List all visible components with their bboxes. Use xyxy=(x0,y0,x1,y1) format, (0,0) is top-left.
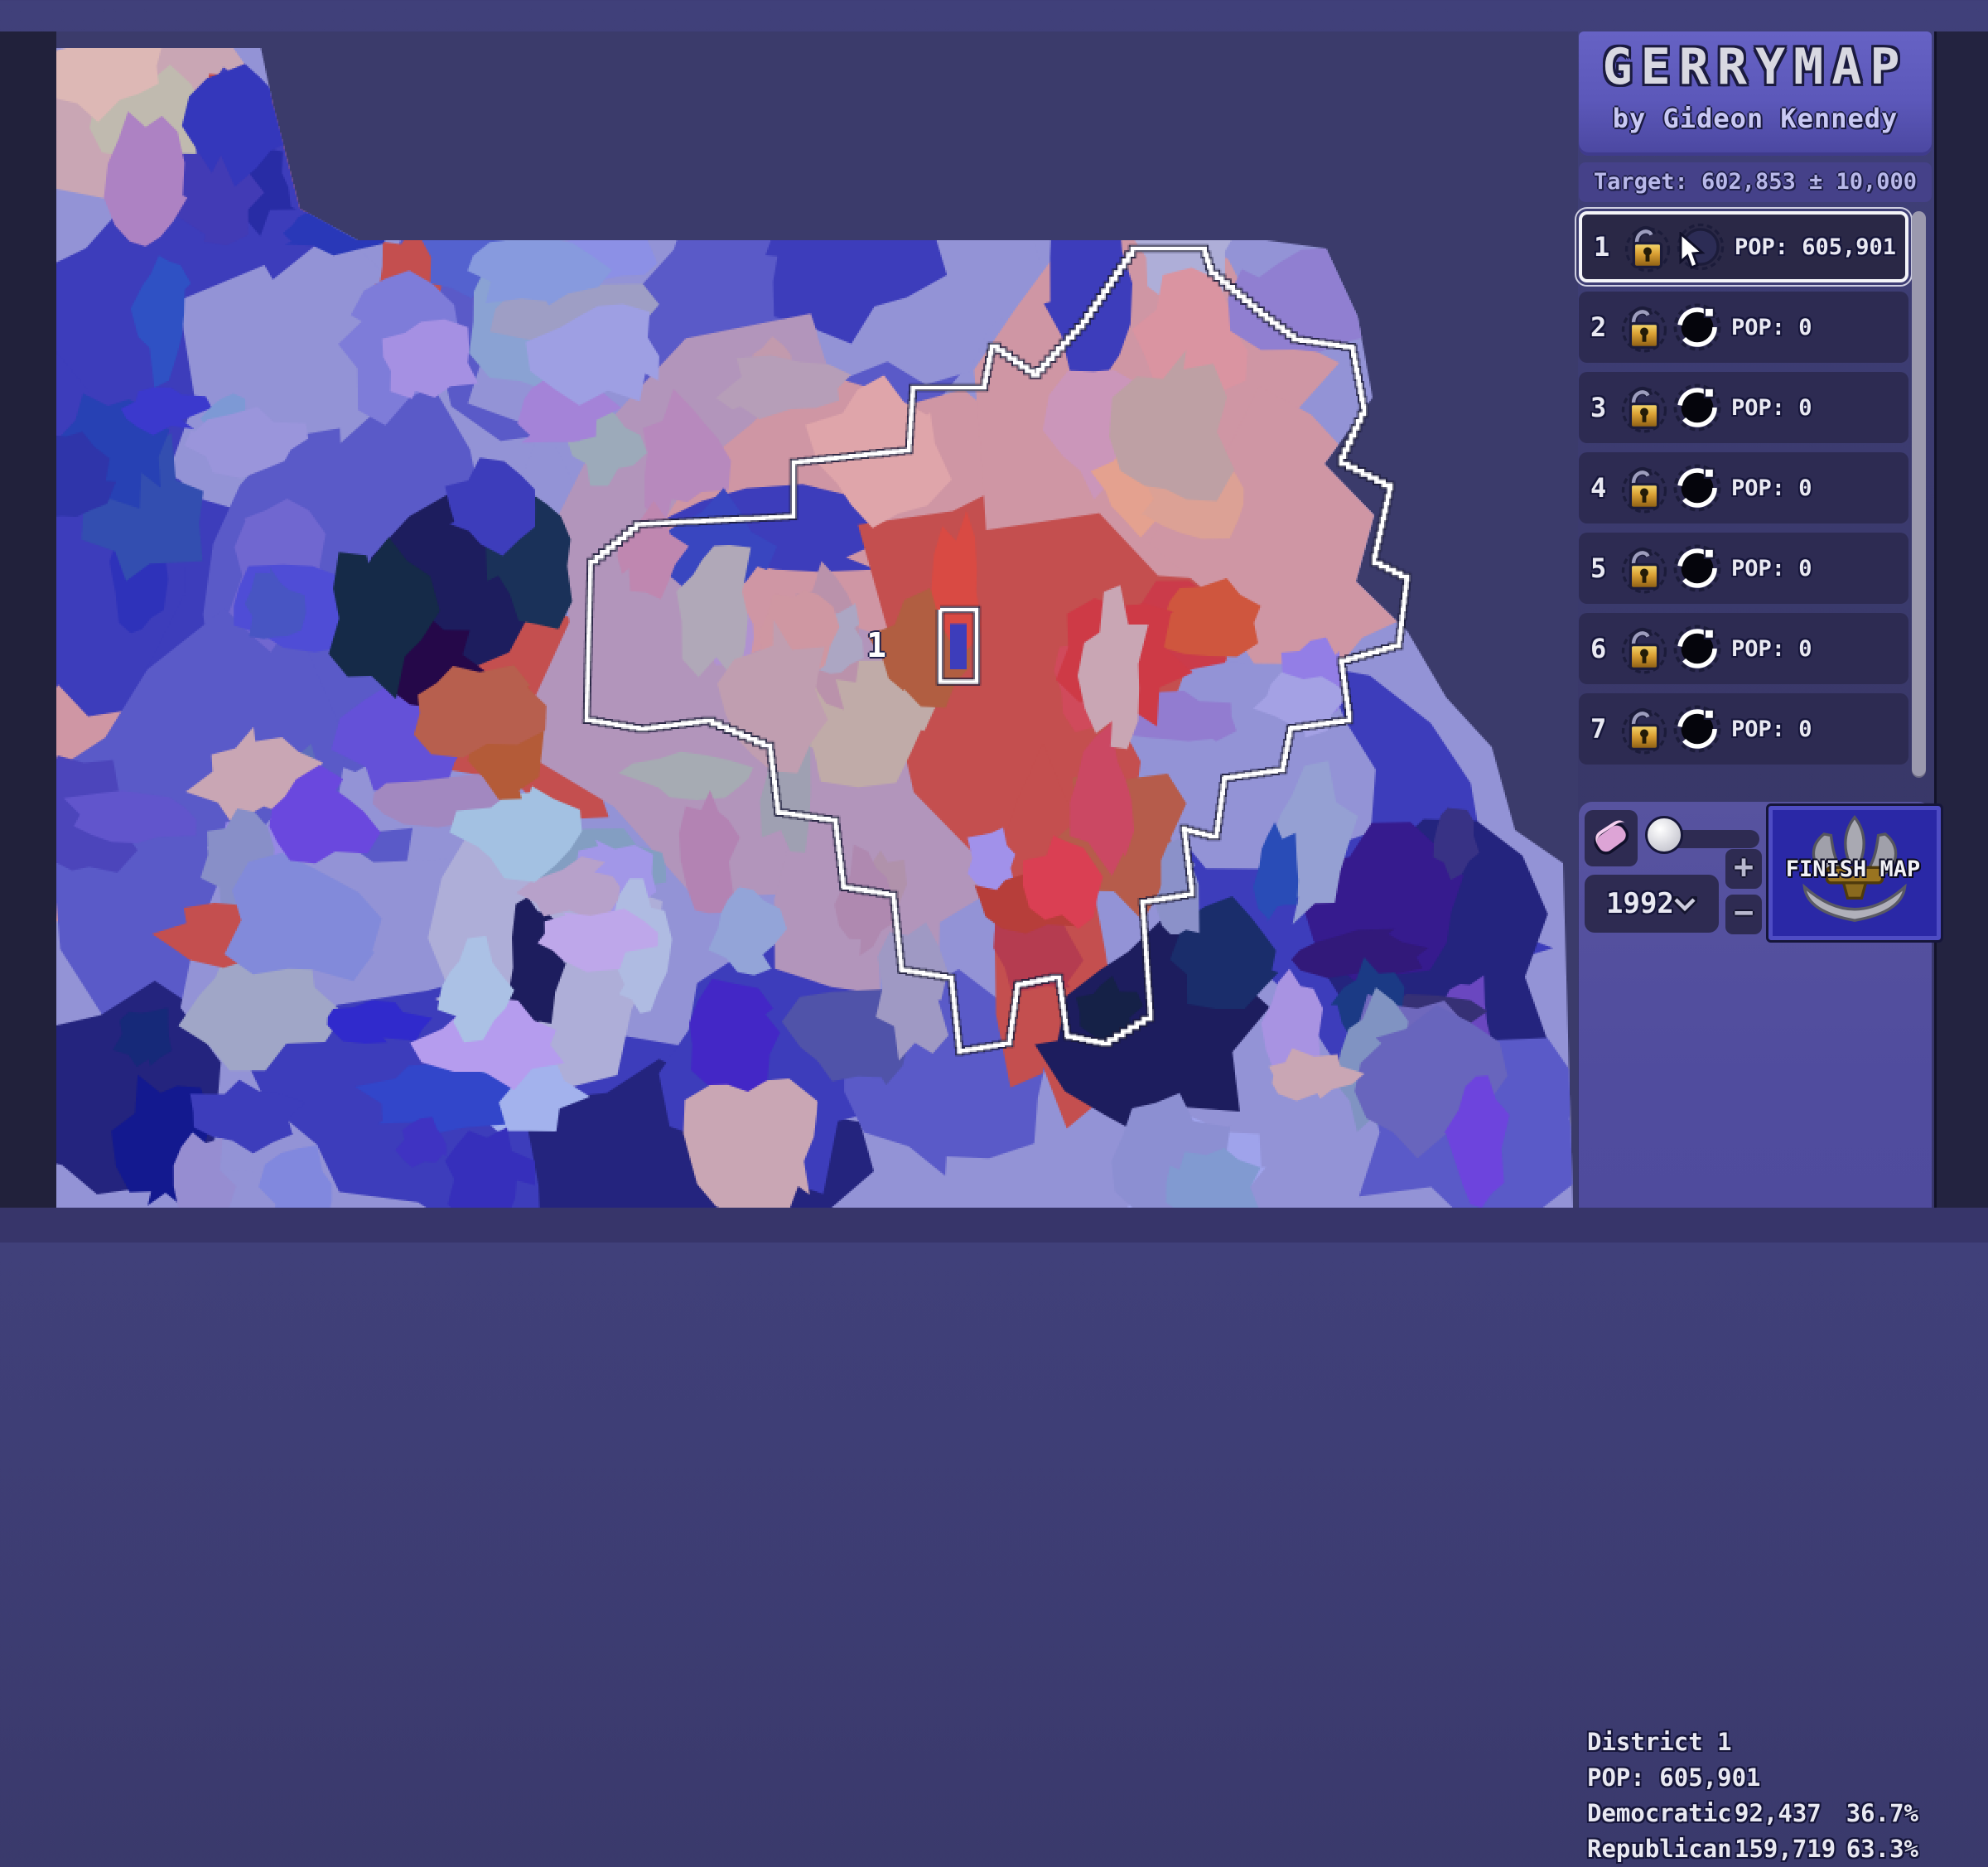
lock-open-icon[interactable] xyxy=(1619,462,1670,514)
district-list-scrollbar[interactable] xyxy=(1912,211,1926,776)
lock-open-icon[interactable] xyxy=(1619,623,1670,674)
mouse-cursor-icon xyxy=(1679,232,1706,270)
district-number: 1 xyxy=(1594,231,1610,263)
district-pop-label: POP: 0 xyxy=(1731,394,1812,421)
pie-chart-icon xyxy=(1673,303,1721,351)
year-select[interactable]: 1992 xyxy=(1585,875,1719,933)
app-title: GERRYMAP xyxy=(1602,38,1908,96)
party-votes: 92,437 xyxy=(1735,1799,1822,1827)
eraser-icon xyxy=(1594,820,1629,855)
info-democratic-row: Democratic 92,437 36.7% xyxy=(1587,1796,1927,1831)
district-pop-label: POP: 0 xyxy=(1731,635,1812,662)
opacity-slider[interactable] xyxy=(1643,812,1768,865)
chevron-down-icon xyxy=(1672,896,1697,914)
district-number: 7 xyxy=(1590,713,1607,745)
finish-map-label: FINISH MAP xyxy=(1785,856,1921,882)
finish-map-button[interactable]: FINISH MAP xyxy=(1766,803,1943,943)
pie-chart-icon xyxy=(1673,705,1721,753)
district-number: 6 xyxy=(1590,633,1607,664)
district-row[interactable]: 4 POP: 0 xyxy=(1579,452,1908,523)
zoom-in-button[interactable]: + xyxy=(1725,849,1762,889)
pie-chart-icon xyxy=(1673,384,1721,432)
target-population-bar: Target: 602,853 ± 10,000 xyxy=(1579,162,1932,202)
district-pop-label: POP: 0 xyxy=(1731,475,1812,501)
info-pop: POP: 605,901 xyxy=(1587,1763,1761,1792)
lock-open-icon[interactable] xyxy=(1619,703,1670,755)
info-republican-row: Republican 159,719 63.3% xyxy=(1587,1831,1927,1867)
pie-chart-icon xyxy=(1673,544,1721,592)
year-value: 1992 xyxy=(1606,887,1674,920)
district-row[interactable]: 1 POP: 605,901 xyxy=(1575,207,1913,287)
minus-icon: − xyxy=(1733,894,1754,932)
district-pop-label: POP: 605,901 xyxy=(1735,234,1897,260)
party-pct: 63.3% xyxy=(1846,1835,1918,1863)
party-name: Democratic xyxy=(1587,1799,1732,1827)
district-row[interactable]: 6 POP: 0 xyxy=(1579,613,1908,684)
district-number: 3 xyxy=(1590,392,1607,423)
lock-open-icon[interactable] xyxy=(1619,302,1670,353)
district-number: 5 xyxy=(1590,552,1607,584)
fleur-de-lis-icon xyxy=(1802,815,1907,922)
plus-icon: + xyxy=(1733,848,1754,886)
district-pop-label: POP: 0 xyxy=(1731,314,1812,340)
district-row[interactable]: 7 POP: 0 xyxy=(1579,693,1908,765)
district-row[interactable]: 5 POP: 0 xyxy=(1579,533,1908,604)
district-number: 4 xyxy=(1590,472,1607,504)
district-row[interactable]: 2 POP: 0 xyxy=(1579,292,1908,363)
controls-panel: 1992 + − FINISH MAP District 1 xyxy=(1579,802,1943,1863)
info-district-title: District 1 xyxy=(1587,1728,1732,1756)
zoom-out-button[interactable]: − xyxy=(1725,895,1762,934)
district-row[interactable]: 3 POP: 0 xyxy=(1579,372,1908,443)
title-box: GERRYMAP by Gideon Kennedy xyxy=(1579,31,1932,156)
slider-track[interactable] xyxy=(1658,830,1759,848)
district-list: 1 POP: 605,901 2 xyxy=(1575,207,1913,774)
pie-chart-icon xyxy=(1673,625,1721,673)
district-pop-label: POP: 0 xyxy=(1731,555,1812,581)
party-votes: 159,719 xyxy=(1735,1835,1836,1863)
lock-open-icon[interactable] xyxy=(1619,382,1670,433)
app-byline: by Gideon Kennedy xyxy=(1612,103,1899,134)
bottom-strip xyxy=(0,1208,1988,1242)
pie-chart-icon xyxy=(1673,464,1721,512)
right-letterbox-bar xyxy=(1934,31,1988,1208)
party-name: Republican xyxy=(1587,1835,1732,1863)
precinct-map-canvas[interactable] xyxy=(56,31,1578,1208)
district-info: District 1 POP: 605,901 Democratic 92,43… xyxy=(1587,1725,1927,1867)
party-pct: 36.7% xyxy=(1846,1799,1918,1827)
district-pop-label: POP: 0 xyxy=(1731,716,1812,742)
sidebar: GERRYMAP by Gideon Kennedy Target: 602,8… xyxy=(1575,31,1943,1863)
lock-open-icon[interactable] xyxy=(1622,221,1673,273)
district-number: 2 xyxy=(1590,311,1607,343)
target-population-label: Target: 602,853 ± 10,000 xyxy=(1593,169,1918,195)
slider-knob[interactable] xyxy=(1645,816,1683,854)
left-letterbox-bar xyxy=(0,31,56,1208)
lock-open-icon[interactable] xyxy=(1619,543,1670,594)
eraser-tool-button[interactable] xyxy=(1585,810,1638,866)
